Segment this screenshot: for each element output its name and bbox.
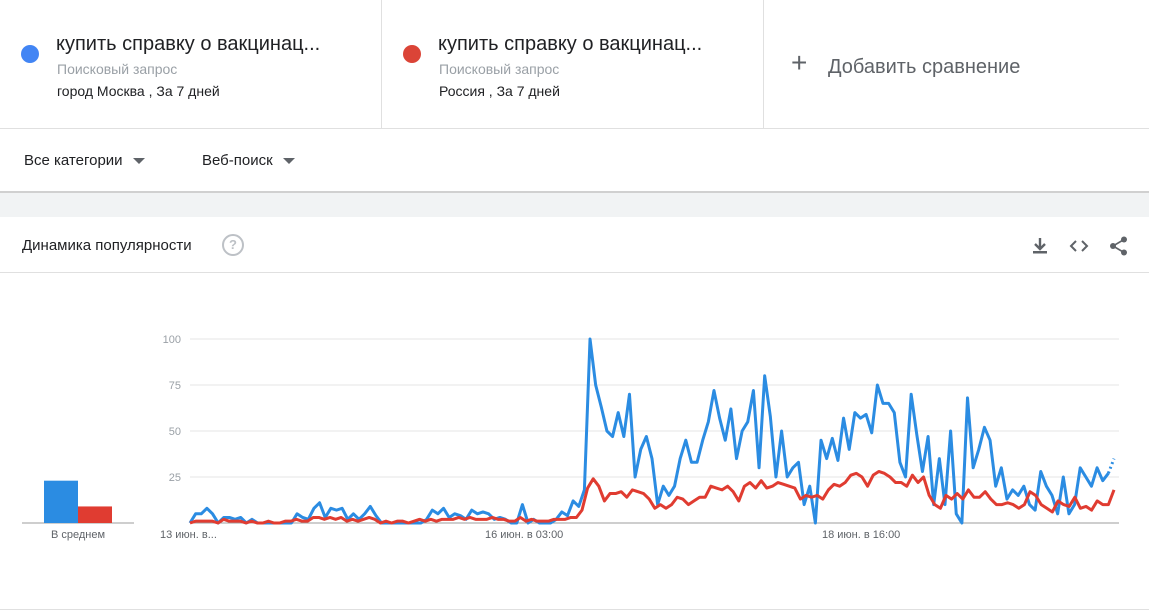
term-title: купить справку о вакцинац... — [438, 33, 703, 55]
embed-icon[interactable] — [1068, 235, 1090, 257]
section-spacer — [0, 193, 1149, 217]
term-card-2[interactable]: купить справку о вакцинац... Поисковый з… — [382, 0, 764, 128]
y-tick-label: 75 — [169, 380, 181, 392]
interest-over-time-card: Динамика популярности ? 25 50 75 100 В сред… — [0, 217, 1149, 611]
chart-grid: 25 50 75 100 — [163, 334, 1119, 524]
series-color-dot-icon — [403, 45, 421, 63]
term-geo-period: город Москва , За 7 дней — [57, 83, 220, 99]
y-tick-label: 25 — [169, 472, 181, 484]
series-line — [188, 337, 1110, 525]
series-line-partial — [1106, 458, 1116, 474]
search-type-dropdown-label: Веб-поиск — [202, 152, 273, 169]
term-title: купить справку о вакцинац... — [56, 33, 321, 55]
category-dropdown[interactable]: Все категории — [24, 152, 145, 169]
term-card-1[interactable]: купить справку о вакцинац... Поисковый з… — [0, 0, 382, 128]
help-icon[interactable]: ? — [222, 234, 244, 256]
x-tick-label: 18 июн. в 16:00 — [822, 529, 900, 541]
y-tick-label: 100 — [163, 334, 181, 346]
y-tick-label: 50 — [169, 426, 181, 438]
interest-line-chart: 25 50 75 100 В среднем 13 июн. в... 16 июн. … — [22, 334, 1119, 541]
plus-icon: + — [791, 47, 808, 78]
x-tick-label: 16 июн. в 03:00 — [485, 529, 563, 541]
comparison-terms-bar: купить справку о вакцинац... Поисковый з… — [0, 0, 1149, 129]
download-icon[interactable] — [1029, 235, 1051, 257]
caret-down-icon — [132, 157, 145, 164]
caret-down-icon — [282, 157, 295, 164]
category-dropdown-label: Все категории — [24, 152, 123, 169]
share-icon[interactable] — [1108, 235, 1130, 257]
average-bars: В среднем — [22, 480, 134, 541]
average-bar — [78, 506, 112, 523]
card-title: Динамика популярности — [22, 237, 192, 254]
x-axis-labels: 13 июн. в... 16 июн. в 03:00 18 июн. в 16:… — [160, 529, 900, 541]
series-line — [189, 469, 1116, 525]
term-geo-period: Россия , За 7 дней — [439, 83, 560, 99]
add-comparison-label: Добавить сравнение — [828, 56, 1021, 78]
series-color-dot-icon — [21, 45, 39, 63]
filters-bar: Все категории Веб-поиск — [0, 129, 1149, 193]
average-label: В среднем — [51, 529, 105, 541]
x-tick-label: 13 июн. в... — [160, 529, 217, 541]
term-type: Поисковый запрос — [57, 61, 178, 77]
add-comparison-button[interactable]: + Добавить сравнение — [764, 0, 1149, 128]
card-header: Динамика популярности ? — [0, 217, 1149, 273]
bottom-divider — [0, 609, 1149, 610]
chart-series-lines — [188, 337, 1116, 525]
term-type: Поисковый запрос — [439, 61, 560, 77]
average-bar — [44, 480, 78, 523]
search-type-dropdown[interactable]: Веб-поиск — [202, 152, 295, 169]
